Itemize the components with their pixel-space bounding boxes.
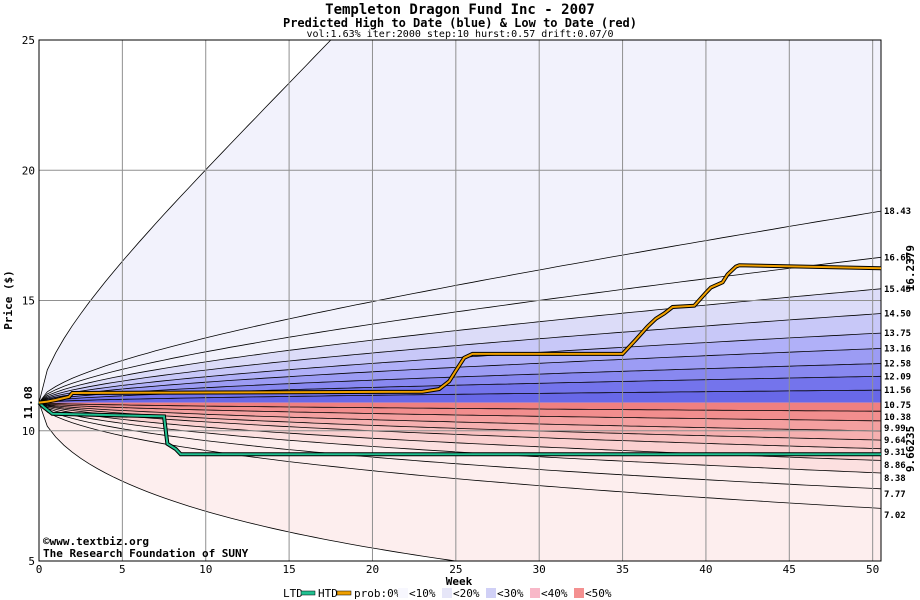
percentile-end-label: 11.56 [884,386,911,396]
chart-subtitle: Predicted High to Date (blue) & Low to D… [282,16,637,30]
x-tick-label: 15 [282,563,295,576]
percentile-end-label: 9.31 [884,448,906,458]
y-tick-label: 20 [22,164,35,177]
percentile-end-label: 8.86 [884,461,906,471]
percentile-end-label: 18.43 [884,207,911,217]
high-band-4 [39,333,881,403]
x-tick-label: 0 [36,563,43,576]
percentile-end-label: 13.75 [884,329,911,339]
high-band-0 [39,390,881,403]
low-band-8 [39,402,881,509]
low-band-5 [39,402,881,461]
high-percentile-line-50 [39,389,881,403]
start-price-label: 11.08 [22,386,35,419]
x-tick-label: 45 [783,563,796,576]
low-band-4 [39,402,881,449]
low-percentile-line-40 [39,402,881,432]
legend-band-label: <10% [409,587,436,600]
ltd-final-label: 9.66235 [904,426,917,472]
legend-prob-label: prob:0% [354,587,401,600]
htd-line [38,264,882,404]
y-tick-label: 10 [22,425,35,438]
y-axis-label: Price ($) [2,270,15,330]
x-tick-label: 50 [866,563,879,576]
high-percentile-line-10 [39,256,881,403]
percentile-end-label: 12.09 [884,372,911,382]
legend-ltd-label: LTD [283,587,303,600]
legend-htd-label: HTD [318,587,338,600]
x-tick-label: 25 [449,563,462,576]
high-percentile-line-40 [39,363,881,403]
legend-band-label: <30% [497,587,524,600]
legend-ltd-swatch [300,590,316,596]
high-band-5 [39,313,881,403]
low-band-7 [39,402,881,489]
percentile-end-label: 8.38 [884,474,906,484]
high-band-2 [39,363,881,403]
high-percentile-line-25 [39,313,881,403]
legend-band-label: <40% [541,587,568,600]
percentile-end-label: 7.77 [884,490,906,500]
low-band-1 [39,402,881,421]
x-axis-label: Week [446,575,473,588]
legend-band-swatch [486,588,496,598]
watermark-url: ©www.textbiz.org [43,535,149,548]
x-tick-label: 40 [699,563,712,576]
ltd-line [38,401,881,456]
percentile-end-label: 10.75 [884,401,911,411]
legend-band-swatch [442,588,452,598]
high-band-1 [39,376,881,403]
low-percentile-line-30 [39,402,881,450]
x-tick-label: 5 [119,563,126,576]
low-band-2 [39,402,881,431]
high-percentile-line-20 [39,288,881,403]
high-band-9 [39,40,881,403]
percentile-end-label: 7.02 [884,511,906,521]
high-band-6 [39,288,881,403]
low-percentile-line-45 [39,402,881,422]
low-percentile-line-50 [39,402,881,412]
upper-envelope-line [39,40,332,403]
y-tick-label: 15 [22,295,35,308]
high-band-3 [39,348,881,403]
legend-band-swatch [574,588,584,598]
percentile-end-label: 13.16 [884,344,911,354]
legend-band-label: <20% [453,587,480,600]
low-percentile-line-1 [39,402,881,509]
low-band-0 [39,402,881,412]
percentile-end-label: 15.45 [884,285,911,295]
plot-frame [38,39,882,562]
y-tick-label: 5 [28,555,35,568]
x-tick-label: 35 [616,563,629,576]
x-tick-label: 20 [366,563,379,576]
watermark-org: The Research Foundation of SUNY [43,547,249,560]
lower-envelope-line [39,402,459,561]
legend-band-swatch [398,588,408,598]
low-percentile-line-35 [39,402,881,441]
percentile-end-label: 14.50 [884,310,911,320]
percentile-end-label: 16.66 [884,253,911,263]
percentile-end-label: 10.38 [884,413,911,423]
chart-params: vol:1.63% iter:2000 step:10 hurst:0.57 d… [306,29,614,40]
percentile-end-label: 9.99 [884,424,906,434]
low-band-9 [39,402,881,561]
legend-band-label: <50% [585,587,612,600]
htd-final-label: 16.2379 [904,245,917,291]
legend-band-swatch [530,588,540,598]
x-tick-label: 10 [199,563,212,576]
low-percentile-line-10 [39,402,881,490]
high-band-8 [39,211,881,403]
legend-htd-swatch [336,590,352,596]
y-tick-label: 25 [22,34,35,47]
plot-area [39,40,881,561]
percentile-end-label: 9.64 [884,436,906,446]
high-percentile-line-1 [39,210,881,403]
high-percentile-line-30 [39,332,881,403]
percentile-end-label: 12.58 [884,360,911,370]
x-tick-label: 30 [533,563,546,576]
chart-title: Templeton Dragon Fund Inc - 2007 [325,2,595,18]
